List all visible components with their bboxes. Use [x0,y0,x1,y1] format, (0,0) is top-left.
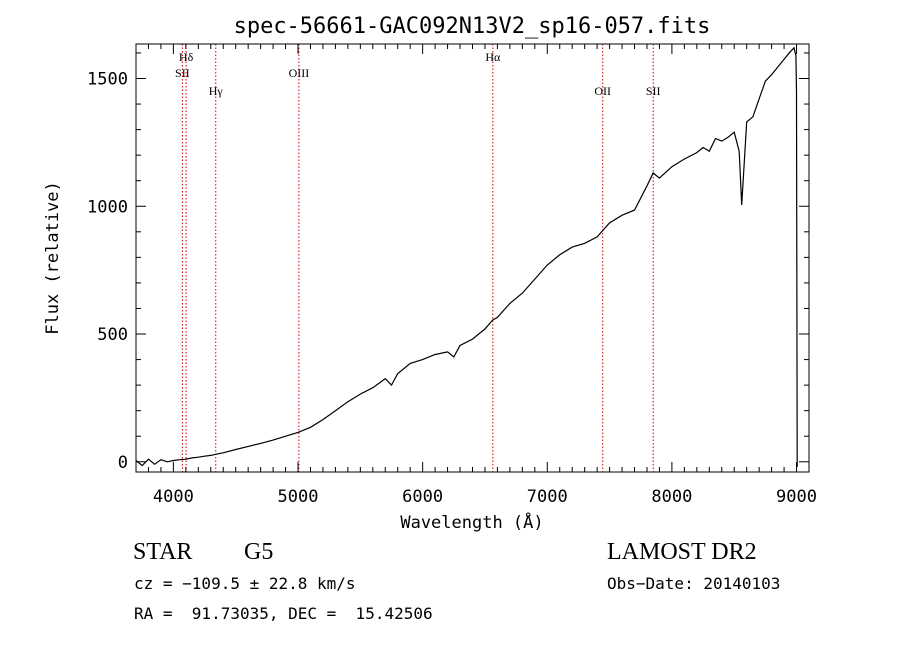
y-tick-label: 1000 [87,197,128,217]
survey-name: LAMOST DR2 [607,539,757,565]
x-tick-label: 4000 [153,487,194,507]
y-axis: 0 500 1000 1500 [87,52,809,473]
x-tick-label: 9000 [776,487,817,507]
marker-label: OIII [289,66,310,80]
x-axis-label: Wavelength (Å) [400,511,543,533]
x-tick-label: 7000 [527,487,568,507]
object-class: STAR [133,539,193,565]
line-markers: Hδ SII Hγ OIII Hα OII SII [175,44,661,472]
y-tick-label: 500 [97,325,128,345]
series-line [135,46,798,467]
marker-label: SII [646,84,661,98]
chart-title: spec-56661-GAC092N13V2_sp16-057.fits [234,14,711,39]
coordinates: RA = 91.73035, DEC = 15.42506 [134,604,433,623]
y-tick-label: 0 [118,453,128,473]
object-subclass: G5 [244,539,274,565]
x-tick-label: 6000 [402,487,443,507]
y-axis-label: Flux (relative) [43,181,63,335]
plot-frame [135,43,810,473]
y-tick-label: 1500 [87,69,128,89]
x-axis: 4000 5000 6000 7000 8000 9000 [147,44,817,507]
marker-label: OII [594,84,611,98]
marker-label: Hδ [179,50,194,64]
marker-label: Hγ [209,84,224,98]
redshift-cz: cz = −109.5 ± 22.8 km/s [134,574,356,593]
x-tick-label: 8000 [651,487,692,507]
observation-date: Obs−Date: 20140103 [607,574,781,593]
marker-label: SII [175,66,190,80]
marker-label: Hα [485,50,501,64]
spectrum-plot: spec-56661-GAC092N13V2_sp16-057.fits Hδ S… [43,14,817,533]
x-tick-label: 5000 [278,487,319,507]
